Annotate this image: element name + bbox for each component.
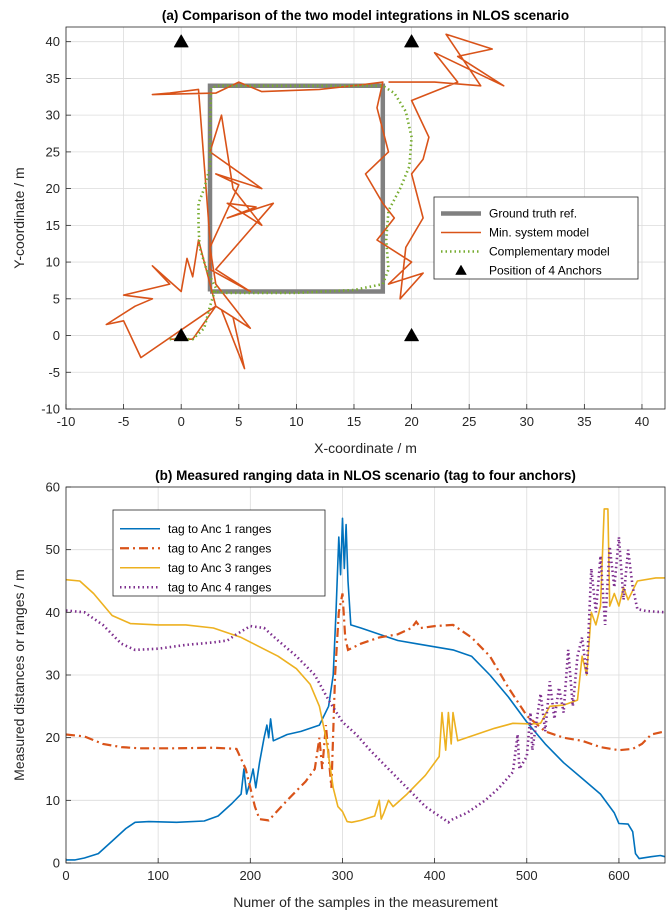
chart-a-x-tick-label: -10 — [57, 414, 76, 429]
chart-a-x-tick-label: 0 — [178, 414, 185, 429]
chart-b-ticks: 0 100 200 300 400 500 600 0 10 20 30 40 50 60 — [46, 480, 630, 884]
chart-b-series — [65, 508, 666, 861]
chart-a-anchor-marker-4 — [403, 327, 420, 342]
chart-a-x-tick-label: 20 — [404, 414, 418, 429]
chart-a: -10 -5 0 5 10 15 20 25 30 35 40 -10 -5 0 5 10 15 20 25 30 35… — [11, 8, 666, 456]
chart-a-y-tick-label: -10 — [41, 402, 60, 417]
chart-b-x-tick-label: 600 — [608, 868, 630, 883]
chart-b-y-tick-label: 10 — [46, 793, 60, 808]
chart-a-legend-label-complementary-model: Complementary model — [489, 245, 610, 259]
chart-b-title: (b) Measured ranging data in NLOS scenar… — [155, 468, 576, 483]
chart-b-legend-label-tag-to-anc-3-ranges: tag to Anc 3 ranges — [168, 561, 271, 575]
chart-b-y-tick-label: 50 — [46, 542, 60, 557]
chart-b-series-tag-to-anc-1-ranges — [66, 517, 666, 861]
chart-b-series-tag-to-anc-3-ranges — [65, 508, 665, 824]
chart-a-x-tick-label: 5 — [235, 414, 242, 429]
chart-a-title: (a) Comparison of the two model integrat… — [162, 8, 569, 23]
chart-a-y-tick-label: 35 — [46, 71, 60, 86]
chart-a-series — [105, 33, 505, 370]
chart-a-x-axis-label: X-coordinate / m — [314, 440, 417, 456]
chart-a-x-tick-label: 30 — [520, 414, 534, 429]
chart-b-legend-box — [112, 509, 326, 597]
chart-b-legend-label-tag-to-anc-1-ranges: tag to Anc 1 ranges — [168, 522, 271, 536]
chart-b-y-tick-label: 30 — [46, 668, 60, 683]
chart-b-x-tick-label: 0 — [62, 868, 69, 883]
chart-b-y-tick-label: 20 — [46, 730, 60, 745]
chart-a-legend-label-ground-truth-ref: Ground truth ref. — [489, 207, 577, 221]
chart-a-anchor-marker-2 — [403, 33, 420, 48]
chart-b-legend-label-tag-to-anc-4-ranges: tag to Anc 4 ranges — [168, 580, 271, 594]
chart-a-x-tick-label: 10 — [289, 414, 303, 429]
chart-a-legend-label-position-of-4-anchors: Position of 4 Anchors — [489, 264, 602, 278]
chart-a-x-tick-label: 15 — [347, 414, 361, 429]
chart-b-y-axis-label: Measured distances or ranges / m — [11, 569, 27, 781]
chart-a-y-tick-label: 15 — [46, 218, 60, 233]
chart-b: 0 100 200 300 400 500 600 0 10 20 30 40 50 60 (b) Mea… — [11, 468, 666, 910]
chart-a-legend: Ground truth ref. Min. system model Comple… — [433, 196, 639, 280]
chart-b-y-tick-label: 0 — [53, 856, 60, 871]
chart-a-ticks: -10 -5 0 5 10 15 20 25 30 35 40 -10 -5 0 5 10 15 20 25 30 35… — [41, 34, 649, 429]
chart-a-anchor-marker-1 — [173, 33, 189, 48]
chart-b-x-tick-label: 400 — [424, 868, 446, 883]
chart-a-legend-swatch-position-of-4-anchors — [455, 264, 467, 275]
chart-a-series-min-system-model — [105, 33, 505, 370]
chart-a-y-tick-label: 40 — [46, 34, 60, 49]
chart-a-series-complementary-model — [169, 84, 413, 341]
chart-a-anchor-marker-3 — [173, 327, 189, 342]
chart-b-x-axis-label: Numer of the samples in the measurement — [233, 894, 498, 910]
chart-a-y-tick-label: 10 — [46, 255, 60, 270]
chart-b-x-tick-label: 200 — [239, 868, 261, 883]
chart-a-legend-label-min-system-model: Min. system model — [489, 226, 589, 240]
chart-a-x-tick-label: 35 — [577, 414, 591, 429]
chart-b-x-tick-label: 300 — [332, 868, 354, 883]
chart-b-y-tick-label: 60 — [46, 480, 60, 495]
chart-a-x-tick-label: -5 — [118, 414, 130, 429]
chart-a-y-tick-label: -5 — [48, 365, 60, 380]
chart-a-legend-box — [433, 196, 639, 280]
chart-a-y-axis-label: Y-coordinate / m — [11, 167, 27, 268]
chart-a-y-tick-label: 0 — [53, 328, 60, 343]
chart-a-y-tick-label: 5 — [53, 291, 60, 306]
chart-a-y-tick-label: 25 — [46, 144, 60, 159]
chart-b-y-tick-label: 40 — [46, 605, 60, 620]
chart-b-series-tag-to-anc-2-ranges — [65, 593, 666, 822]
chart-a-y-tick-label: 20 — [46, 181, 60, 196]
chart-a-x-tick-label: 40 — [635, 414, 649, 429]
chart-b-x-tick-label: 100 — [147, 868, 169, 883]
chart-a-y-tick-label: 30 — [46, 108, 60, 123]
chart-b-x-tick-label: 500 — [516, 868, 538, 883]
chart-b-legend-label-tag-to-anc-2-ranges: tag to Anc 2 ranges — [168, 541, 271, 555]
chart-b-legend: tag to Anc 1 ranges tag to Anc 2 ranges ta… — [112, 509, 326, 597]
chart-a-x-tick-label: 25 — [462, 414, 476, 429]
chart-a-frame — [65, 26, 666, 410]
